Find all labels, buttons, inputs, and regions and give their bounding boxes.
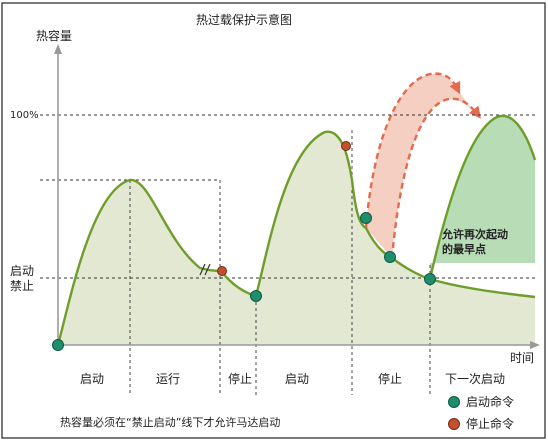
next-start-curve	[428, 114, 537, 280]
heat-curve	[56, 130, 536, 346]
legend-start-swatch	[448, 396, 460, 408]
legend-stop-swatch	[448, 418, 460, 430]
legend-stop-label: 停止命令	[466, 416, 514, 431]
start-marker	[424, 273, 436, 285]
restart-arrow-outer	[364, 72, 461, 229]
level-forbid-label: 禁止	[10, 279, 34, 293]
footer-note: 热容量必须在“禁止启动”线下才允许马达启动	[60, 415, 280, 429]
heat-area-fill	[58, 131, 535, 345]
stop-marker	[217, 266, 227, 276]
level-start-label: 启动	[10, 264, 34, 278]
next-start-fill	[430, 115, 535, 279]
phase-label: 运行	[156, 372, 180, 386]
phase-label: 下一次启动	[445, 372, 505, 386]
restart-arrow-inner	[390, 97, 481, 259]
x-axis-label: 时间	[510, 351, 534, 365]
stop-marker	[341, 141, 351, 151]
phase-label: 启动	[285, 372, 309, 386]
legend: 启动命令 停止命令	[448, 394, 514, 431]
level-100-label: 100%	[10, 110, 39, 121]
annotation-line1: 允许再次起动	[441, 227, 508, 241]
break-mark	[199, 263, 211, 276]
phase-label: 停止	[228, 371, 252, 386]
phase-label: 启动	[80, 372, 104, 386]
start-marker	[384, 251, 396, 263]
annotation-line2: 的最早点	[442, 242, 486, 256]
start-marker	[52, 339, 64, 351]
legend-start-label: 启动命令	[466, 394, 514, 409]
y-axis-label: 热容量	[36, 28, 72, 43]
start-marker	[360, 212, 372, 224]
axes	[54, 44, 540, 349]
diagram-title: 热过载保护示意图	[196, 12, 292, 27]
restart-arrow-ribbon	[366, 73, 478, 259]
start-marker	[250, 290, 262, 302]
phase-label: 停止	[378, 371, 402, 386]
